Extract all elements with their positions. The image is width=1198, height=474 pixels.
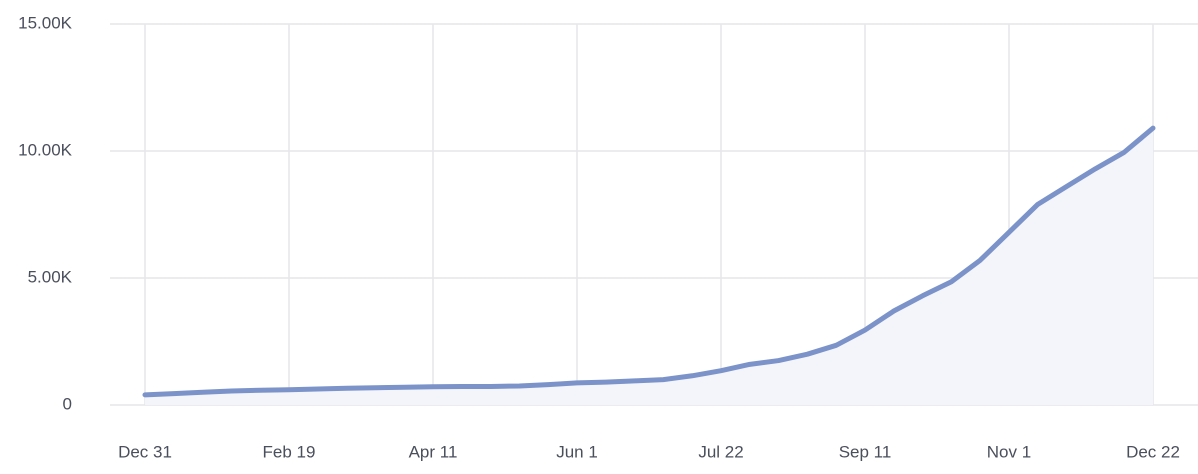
line — [142, 125, 1156, 398]
y-tick-label: 0 — [63, 394, 72, 413]
x-tick-label: Dec 22 — [1126, 442, 1180, 461]
x-tick-label: Jun 1 — [556, 442, 598, 461]
x-tick-label: Feb 19 — [263, 442, 316, 461]
x-tick-label: Sep 11 — [839, 442, 892, 461]
y-tick-label: 15.00K — [18, 13, 73, 32]
y-tick-label: 10.00K — [18, 140, 73, 159]
y-tick-label: 5.00K — [28, 267, 73, 286]
x-tick-label: Apr 11 — [409, 442, 458, 461]
x-tick-label: Nov 1 — [987, 442, 1031, 461]
area — [145, 128, 1153, 405]
x-tick-label: Dec 31 — [118, 442, 172, 461]
x-tick-label: Jul 22 — [698, 442, 743, 461]
